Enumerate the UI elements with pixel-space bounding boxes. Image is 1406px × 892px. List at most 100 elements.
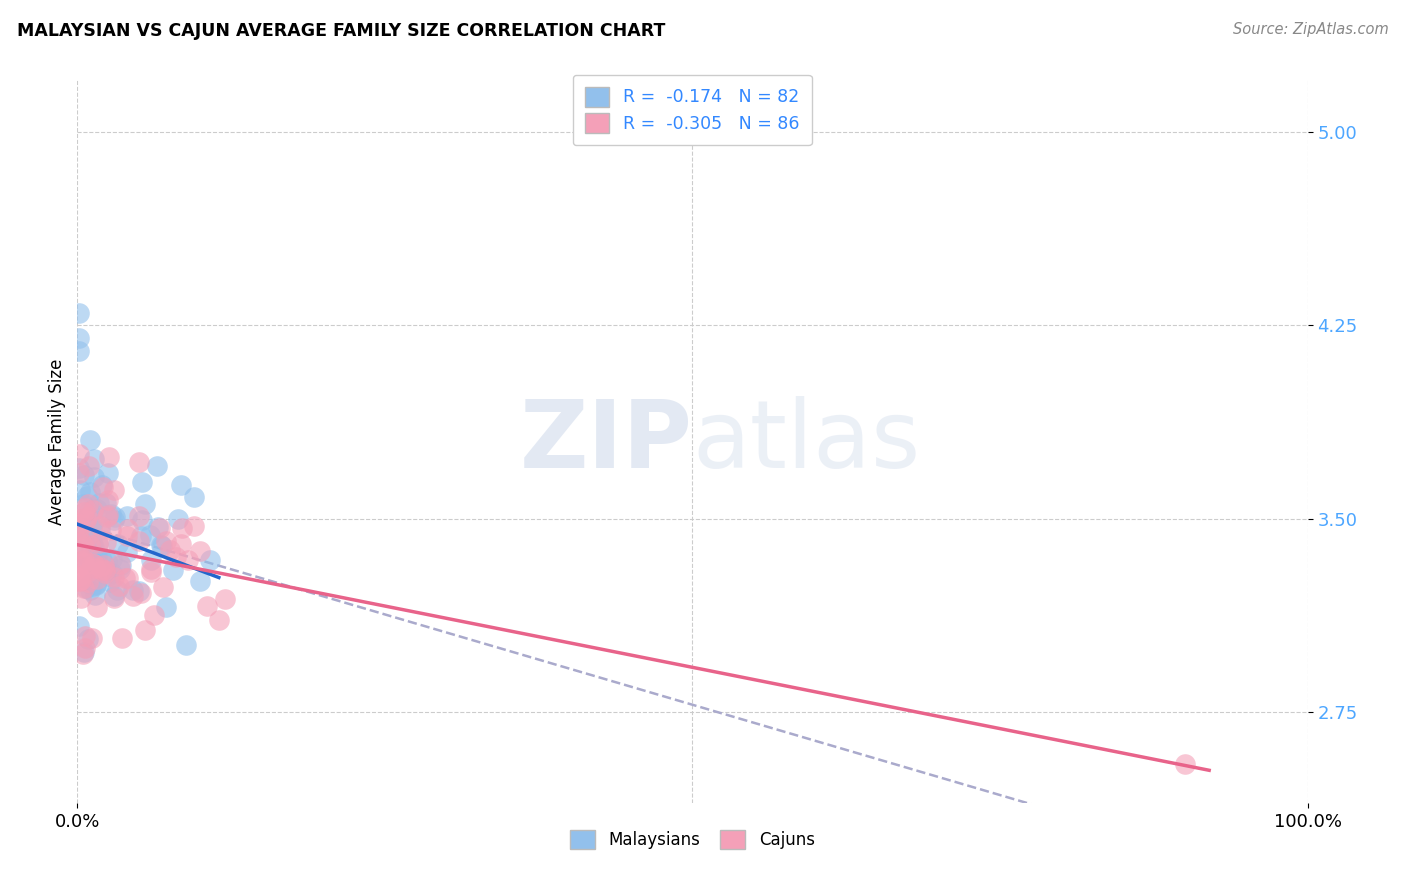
Point xyxy=(83,469,105,483)
Point xyxy=(67,541,90,555)
Point xyxy=(97,466,120,480)
Point xyxy=(89,523,111,537)
Point xyxy=(115,528,138,542)
Point xyxy=(183,519,205,533)
Point xyxy=(159,542,181,557)
Point xyxy=(75,551,97,566)
Point xyxy=(80,579,103,593)
Point xyxy=(82,541,104,556)
Point xyxy=(139,562,162,576)
Point xyxy=(103,589,125,603)
Point xyxy=(97,493,120,508)
Point xyxy=(79,433,101,447)
Legend: Malaysians, Cajuns: Malaysians, Cajuns xyxy=(564,823,821,856)
Point xyxy=(103,483,125,498)
Point xyxy=(82,556,104,570)
Point xyxy=(208,613,231,627)
Point xyxy=(131,586,153,600)
Point xyxy=(141,553,163,567)
Point xyxy=(110,562,132,576)
Point xyxy=(150,537,173,551)
Point xyxy=(67,512,90,526)
Point xyxy=(87,536,110,550)
Point xyxy=(77,458,100,473)
Point xyxy=(96,510,118,524)
Point xyxy=(72,467,94,482)
Point xyxy=(115,509,138,524)
Point xyxy=(76,530,98,544)
Point xyxy=(67,466,90,480)
Point xyxy=(83,514,105,528)
Point xyxy=(139,528,162,542)
Point xyxy=(103,591,125,605)
Point xyxy=(155,534,177,549)
Text: Source: ZipAtlas.com: Source: ZipAtlas.com xyxy=(1233,22,1389,37)
Point xyxy=(86,549,108,564)
Point xyxy=(97,568,120,582)
Point xyxy=(152,580,174,594)
Point xyxy=(76,575,98,590)
Point xyxy=(67,521,90,535)
Point xyxy=(94,534,117,549)
Point xyxy=(177,553,200,567)
Point xyxy=(105,583,128,598)
Point xyxy=(89,560,111,574)
Point xyxy=(86,502,108,516)
Point xyxy=(103,513,125,527)
Point xyxy=(67,568,90,582)
Point xyxy=(76,549,98,564)
Point xyxy=(69,461,91,475)
Point xyxy=(97,450,120,465)
Point xyxy=(121,582,143,597)
Point xyxy=(108,557,131,571)
Text: MALAYSIAN VS CAJUN AVERAGE FAMILY SIZE CORRELATION CHART: MALAYSIAN VS CAJUN AVERAGE FAMILY SIZE C… xyxy=(17,22,665,40)
Point xyxy=(107,579,129,593)
Point xyxy=(79,538,101,552)
Point xyxy=(67,305,90,319)
Point xyxy=(94,566,117,580)
Point xyxy=(75,640,97,655)
Point xyxy=(90,552,112,566)
Point xyxy=(67,574,90,588)
Point xyxy=(142,608,165,623)
Point xyxy=(67,516,90,531)
Point xyxy=(167,512,190,526)
Point xyxy=(67,520,90,534)
Point xyxy=(200,553,222,567)
Point xyxy=(82,521,104,535)
Point xyxy=(110,558,132,572)
Point xyxy=(96,554,118,568)
Point xyxy=(169,478,191,492)
Point xyxy=(150,539,173,553)
Point xyxy=(188,543,212,558)
Point xyxy=(72,647,94,661)
Point xyxy=(117,523,139,537)
Point xyxy=(70,591,93,605)
Point xyxy=(148,519,170,533)
Point xyxy=(76,632,98,647)
Point xyxy=(162,563,184,577)
Point xyxy=(79,484,101,499)
Point xyxy=(183,490,205,504)
Point xyxy=(100,508,122,522)
Point xyxy=(79,583,101,598)
Point xyxy=(84,576,107,591)
Point xyxy=(67,344,90,359)
Point xyxy=(103,570,125,584)
Point xyxy=(131,475,153,489)
Point xyxy=(87,496,110,510)
Point xyxy=(146,458,169,473)
Point xyxy=(80,534,103,549)
Point xyxy=(149,521,172,535)
Point xyxy=(131,512,153,526)
Point xyxy=(73,539,96,553)
Point xyxy=(121,589,143,603)
Point xyxy=(96,496,118,510)
Point xyxy=(86,572,108,586)
Point xyxy=(100,551,122,566)
Point xyxy=(73,552,96,566)
Point xyxy=(141,565,163,579)
Point xyxy=(67,447,90,461)
Point xyxy=(89,519,111,533)
Point xyxy=(79,576,101,591)
